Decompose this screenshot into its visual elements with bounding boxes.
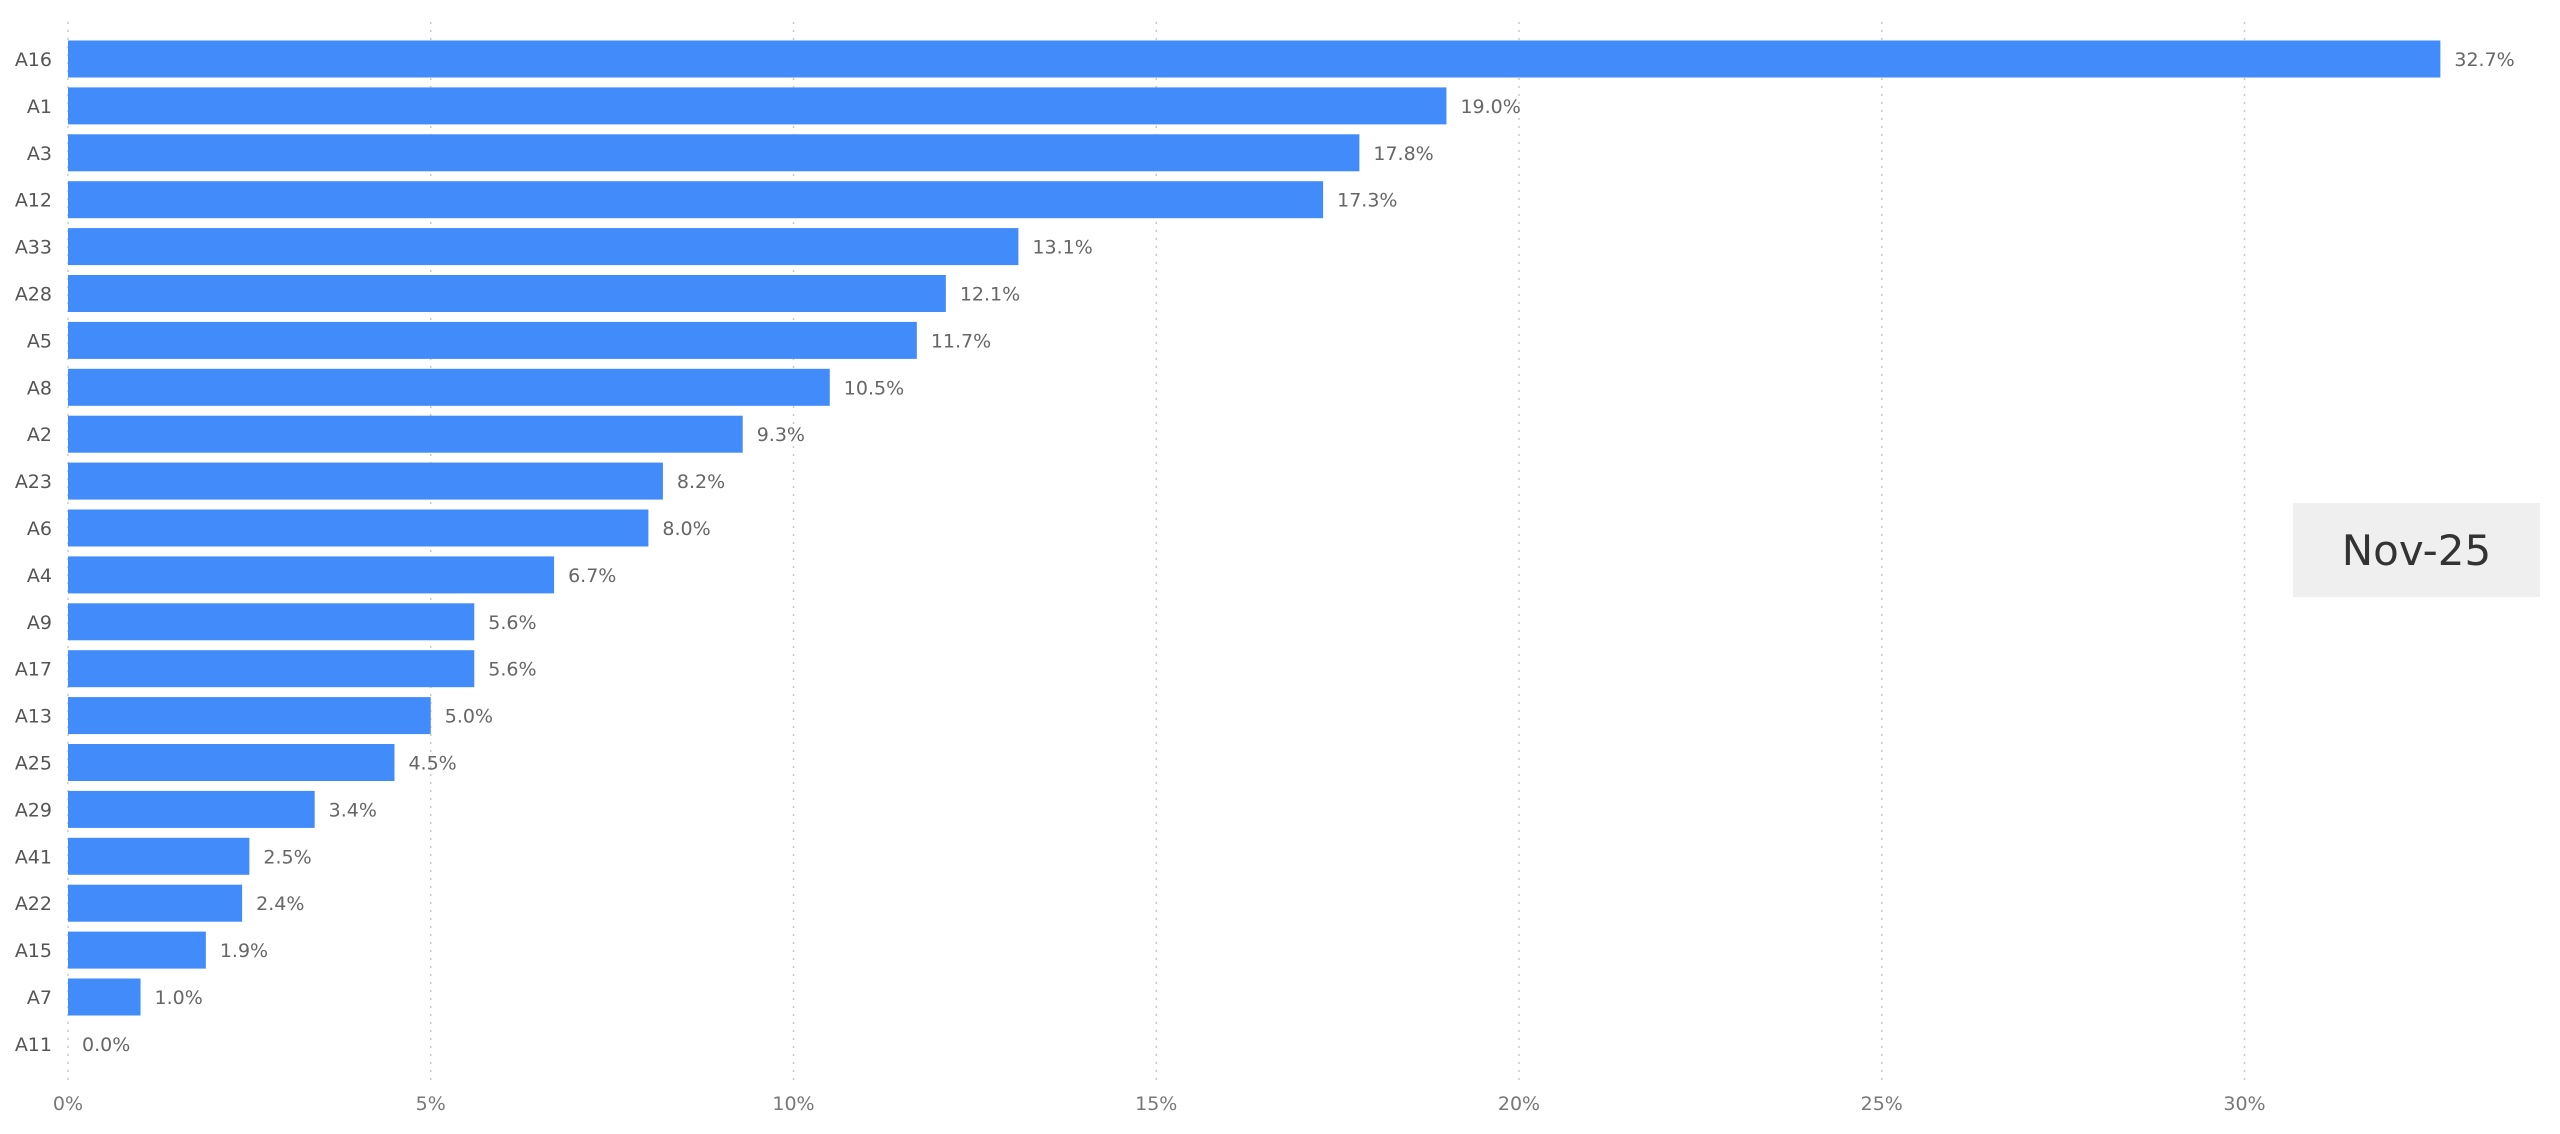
bar-A33[interactable] — [68, 228, 1019, 266]
category-label: A7 — [27, 987, 52, 1009]
bar-A17[interactable] — [68, 650, 475, 688]
data-label: 11.7% — [931, 330, 991, 352]
data-label: 17.3% — [1337, 190, 1397, 212]
data-label: 8.2% — [677, 471, 725, 493]
category-label: A41 — [15, 846, 52, 868]
category-label: A13 — [15, 706, 52, 728]
bar-A1[interactable] — [68, 87, 1447, 125]
category-label: A17 — [15, 659, 52, 681]
bar-A41[interactable] — [68, 837, 250, 875]
data-label: 8.0% — [662, 518, 710, 540]
date-badge: Nov-25 — [2293, 503, 2540, 597]
x-tick-label: 0% — [53, 1093, 83, 1115]
category-label: A33 — [15, 237, 52, 259]
bar-A15[interactable] — [68, 931, 206, 969]
category-label: A22 — [15, 893, 52, 915]
data-label: 32.7% — [2454, 49, 2514, 71]
x-axis-ticks: 0% 5% 10% 15% 20% 25% 30% — [53, 1093, 2266, 1115]
category-label: A6 — [27, 518, 52, 540]
category-label: A8 — [27, 377, 52, 399]
category-label: A15 — [15, 940, 52, 962]
category-label: A11 — [15, 1034, 52, 1056]
bar-A28[interactable] — [68, 275, 946, 312]
category-label: A29 — [15, 799, 52, 821]
data-label: 0.0% — [82, 1034, 130, 1056]
bar-A25[interactable] — [68, 744, 395, 781]
bar-A12[interactable] — [68, 181, 1324, 219]
bar-A6[interactable] — [68, 509, 649, 547]
bar-A9[interactable] — [68, 603, 475, 641]
category-label: A2 — [27, 424, 52, 446]
x-tick-label: 5% — [416, 1093, 446, 1115]
data-label: 1.9% — [220, 940, 268, 962]
bar-A4[interactable] — [68, 556, 555, 594]
data-label: 6.7% — [568, 565, 616, 587]
x-tick-label: 20% — [1498, 1093, 1540, 1115]
data-label: 5.0% — [445, 706, 493, 728]
bar-A16[interactable] — [68, 40, 2441, 78]
data-label: 9.3% — [757, 424, 805, 446]
data-label: 1.0% — [155, 987, 203, 1009]
category-label: A12 — [15, 190, 52, 212]
data-label: 19.0% — [1460, 96, 1520, 118]
x-tick-label: 30% — [2223, 1093, 2265, 1115]
data-label: 12.1% — [960, 284, 1020, 306]
bar-A2[interactable] — [68, 415, 743, 453]
x-tick-label: 25% — [1861, 1093, 1903, 1115]
data-label: 2.5% — [263, 846, 311, 868]
data-label: 13.1% — [1032, 237, 1092, 259]
category-labels: A16 A1 A3 A12 A33 A28 A5 A8 A2 A23 A6 A4 A9 A17 A13 A25… — [15, 49, 52, 1056]
data-label: 2.4% — [256, 893, 304, 915]
data-label: 17.8% — [1373, 143, 1433, 165]
category-label: A1 — [27, 96, 52, 118]
data-label: 3.4% — [329, 799, 377, 821]
data-label: 10.5% — [844, 377, 904, 399]
bar-A7[interactable] — [68, 978, 141, 1016]
data-labels: 32.7% 19.0% 17.8% 17.3% 13.1% 12.1% 11.7% 10.5%… — [82, 49, 2515, 1056]
bars — [68, 40, 2441, 1016]
x-tick-label: 10% — [772, 1093, 814, 1115]
category-label: A16 — [15, 49, 52, 71]
bar-A23[interactable] — [68, 462, 663, 500]
bar-A29[interactable] — [68, 790, 315, 828]
data-label: 4.5% — [408, 753, 456, 775]
category-label: A9 — [27, 612, 52, 634]
bar-A13[interactable] — [68, 697, 431, 735]
category-label: A25 — [15, 753, 52, 775]
bar-A5[interactable] — [68, 321, 917, 359]
bar-A22[interactable] — [68, 884, 243, 922]
category-label: A5 — [27, 330, 52, 352]
data-label: 5.6% — [488, 612, 536, 634]
category-label: A23 — [15, 471, 52, 493]
x-tick-label: 15% — [1135, 1093, 1177, 1115]
category-label: A4 — [27, 565, 52, 587]
data-label: 5.6% — [488, 659, 536, 681]
category-label: A28 — [15, 284, 52, 306]
bar-A3[interactable] — [68, 134, 1360, 172]
category-label: A3 — [27, 143, 52, 165]
bar-A8[interactable] — [68, 368, 830, 406]
